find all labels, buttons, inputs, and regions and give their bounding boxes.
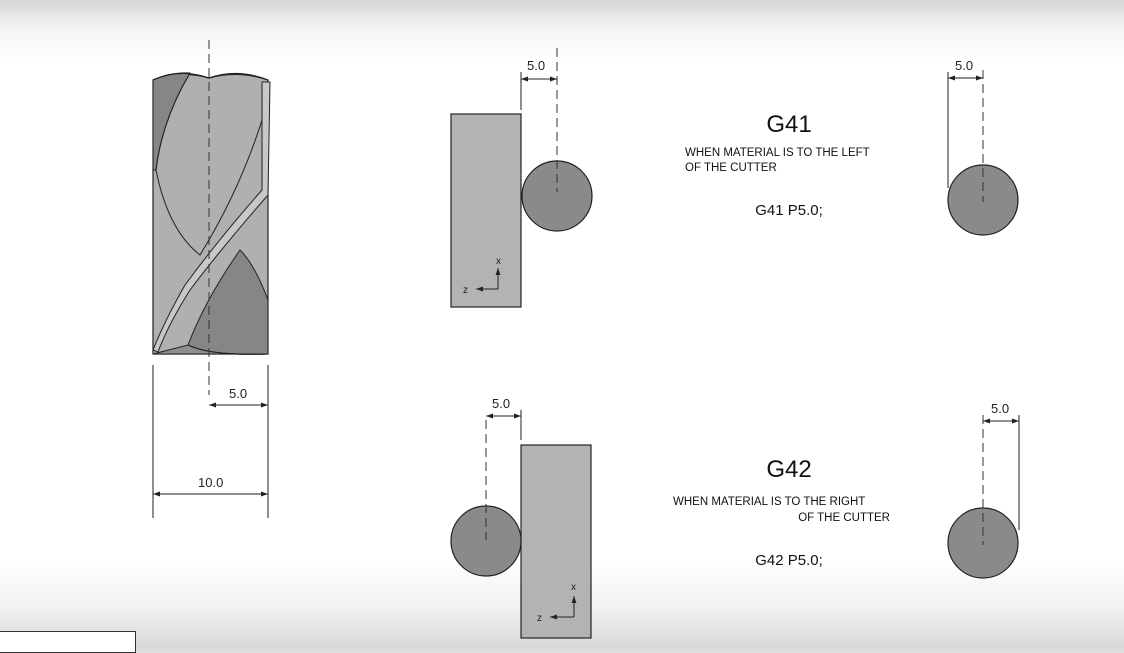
drill-diameter-label: 10.0 <box>198 475 223 490</box>
g41-axis-x-label: x <box>496 256 501 267</box>
drill-flute-bottom <box>152 344 269 355</box>
drill-helix-edge <box>155 72 263 256</box>
drill-bit <box>152 40 271 395</box>
g42-tool-dim-label: 5.0 <box>991 401 1009 416</box>
g42-title: G42 <box>766 456 811 483</box>
drill-top-edge <box>152 72 269 81</box>
g42-desc-line1: WHEN MATERIAL IS TO THE RIGHT <box>673 496 865 508</box>
g41-tool-dim-label: 5.0 <box>955 58 973 73</box>
drill-helix-band <box>152 81 271 353</box>
g41-desc-line1: WHEN MATERIAL IS TO THE LEFT <box>685 147 870 159</box>
g42-cutter <box>450 505 522 577</box>
g41-code: G41 P5.0; <box>755 202 823 219</box>
g42-material-block <box>520 444 592 639</box>
g41-material-block <box>450 113 522 308</box>
drill-radius-label: 5.0 <box>229 386 247 401</box>
g41-cutter <box>521 160 593 232</box>
g41-desc-line2: OF THE CUTTER <box>685 162 777 174</box>
g42-axis-z-label: z <box>537 613 542 624</box>
g42-tool-view <box>947 415 1020 579</box>
g41-offset-label: 5.0 <box>527 58 545 73</box>
g42-code: G42 P5.0; <box>755 552 823 569</box>
corner-overlay-box <box>0 631 136 653</box>
g41-setup <box>450 48 593 308</box>
g42-axis-x-label: x <box>571 582 576 593</box>
g42-offset-label: 5.0 <box>492 396 510 411</box>
g41-tool-view <box>947 70 1019 236</box>
drill-dimensions <box>152 365 269 518</box>
g41-title: G41 <box>766 111 811 138</box>
g41-axis-z-label: z <box>463 285 468 296</box>
g42-setup <box>450 410 592 639</box>
g42-desc-line2: OF THE CUTTER <box>798 512 890 524</box>
